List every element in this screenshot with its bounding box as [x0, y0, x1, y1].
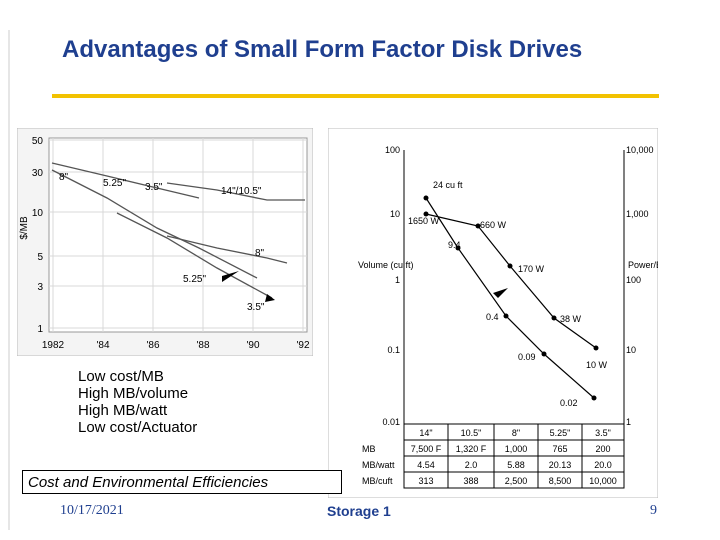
table-cell: 20.13: [549, 460, 572, 470]
power-label: 38 W: [560, 314, 582, 324]
bullet-item: High MB/volume: [78, 385, 189, 402]
left-tick-label: 100: [385, 145, 400, 155]
y-tick-label: 3: [37, 282, 43, 293]
y-tick-label: 5: [37, 252, 43, 263]
x-tick-label: '84: [96, 340, 109, 351]
table-cell: 1,000: [505, 444, 528, 454]
power-point: [423, 211, 429, 217]
volume-label: 24 cu ft: [433, 180, 463, 190]
left-tick-label: 1: [395, 275, 400, 285]
volume-label: 0.4: [486, 312, 499, 322]
table-cell: 5.88: [507, 460, 525, 470]
table-header-cell: 8": [512, 428, 520, 438]
x-tick-label: '86: [146, 340, 159, 351]
table-cell: 2.0: [465, 460, 478, 470]
power-point: [475, 223, 481, 229]
x-tick-label: '92: [296, 340, 309, 351]
slide-title: Advantages of Small Form Factor Disk Dri…: [62, 36, 583, 63]
table-cell: 1,320 F: [456, 444, 487, 454]
table-cell: 765: [552, 444, 567, 454]
x-tick-label: 1982: [42, 340, 65, 351]
volume-point: [503, 313, 509, 319]
right-tick-label: 1: [626, 417, 631, 427]
trend-line-8in-late: [166, 235, 288, 264]
series-label: 8": [59, 172, 69, 183]
table-cell: 4.54: [417, 460, 435, 470]
page-number: 9: [650, 503, 657, 518]
table-cell: 2,500: [505, 476, 528, 486]
power-label: 1650 W: [408, 216, 440, 226]
right-tick-label: 100: [626, 275, 641, 285]
title-underline: [52, 94, 659, 98]
series-label: 3.5": [247, 302, 265, 313]
arrow-volume: [493, 288, 508, 298]
volume-label: 0.09: [518, 352, 536, 362]
table-cell: 7,500 F: [411, 444, 442, 454]
power-label: 660 W: [480, 220, 507, 230]
table-header-cell: 14": [419, 428, 432, 438]
volume-label: 9.4: [448, 240, 461, 250]
power-axis-label: Power/Box (watts): [628, 260, 658, 270]
trend-line-35in: [116, 212, 273, 299]
y-tick-label: 30: [32, 168, 44, 179]
series-label: 3.5": [145, 182, 163, 193]
table-row-label: MB/watt: [362, 460, 395, 470]
y-tick-label: 10: [32, 208, 44, 219]
arrow-525in: [222, 271, 239, 282]
table-cell: 10,000: [589, 476, 617, 486]
power-point: [593, 345, 599, 351]
left-slide-border: [8, 30, 10, 530]
right-tick-label: 10: [626, 345, 636, 355]
bullet-item: Low cost/Actuator: [78, 419, 198, 436]
bullet-list: Low cost/MB High MB/volume High MB/watt …: [78, 368, 197, 436]
table-row-label: MB: [362, 444, 376, 454]
table-cell: 200: [595, 444, 610, 454]
volume-point: [541, 351, 547, 357]
left-tick-label: 0.01: [382, 417, 400, 427]
table-cell: 388: [463, 476, 478, 486]
x-tick-label: '90: [246, 340, 259, 351]
figure-caption: Cost and Environmental Efficiencies: [22, 470, 342, 494]
left-tick-label: 10: [390, 209, 400, 219]
table-header-cell: 3.5": [595, 428, 611, 438]
volume-point: [423, 195, 429, 201]
bullet-item: High MB/watt: [78, 402, 168, 419]
trend-line-525in: [51, 169, 258, 279]
power-point: [507, 263, 513, 269]
table-cell: 313: [418, 476, 433, 486]
table-cell: 20.0: [594, 460, 612, 470]
power-label: 170 W: [518, 264, 545, 274]
cost-per-mb-chart: 50 30 10 5 3 1 1982 '84 '86 '88 '90 '92 $/MB 8" 5.2…: [17, 128, 313, 356]
volume-point: [591, 395, 597, 401]
trend-line-14in: [166, 182, 305, 201]
table-header-cell: 10.5": [461, 428, 482, 438]
series-label: 5.25": [103, 178, 126, 189]
volume-power-chart: 100 10 1 0.1 0.01 10,000 1,000 100 10 1 Volume (…: [328, 128, 658, 498]
table-row-label: MB/cuft: [362, 476, 393, 486]
arrow-35in: [265, 294, 275, 302]
table-cell: 8,500: [549, 476, 572, 486]
table-header-cell: 5.25": [550, 428, 571, 438]
y-tick-label: 50: [32, 136, 44, 147]
power-label: 10 W: [586, 360, 608, 370]
volume-label: 0.02: [560, 398, 578, 408]
power-point: [551, 315, 557, 321]
x-tick-label: '88: [196, 340, 209, 351]
right-tick-label: 10,000: [626, 145, 654, 155]
y-axis-label: $/MB: [19, 216, 30, 240]
footer-date: 10/17/2021: [60, 503, 124, 518]
volume-point: [455, 245, 461, 251]
bullet-item: Low cost/MB: [78, 368, 164, 385]
y-tick-label: 1: [37, 324, 43, 335]
footer-title: Storage 1: [327, 503, 391, 519]
series-label: 5.25": [183, 274, 206, 285]
right-tick-label: 1,000: [626, 209, 649, 219]
left-tick-label: 0.1: [387, 345, 400, 355]
volume-axis-label: Volume (cu ft): [358, 260, 414, 270]
series-label: 8": [255, 248, 265, 259]
trend-line-8in: [51, 162, 200, 199]
series-label: 14"/10.5": [221, 186, 262, 197]
